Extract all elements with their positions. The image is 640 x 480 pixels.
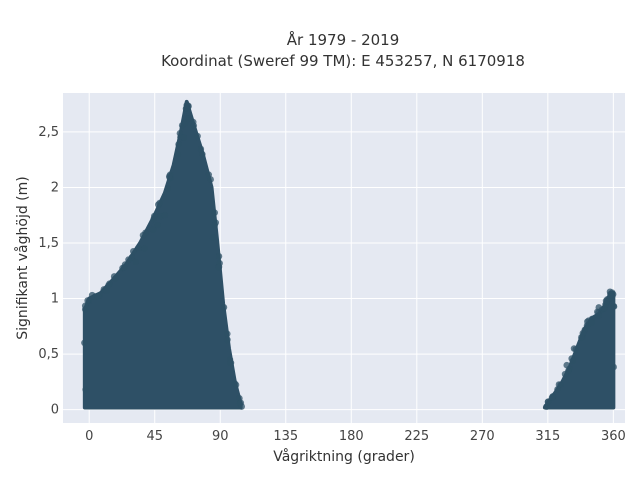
data-point: [154, 221, 161, 229]
x-tick-label: 360: [601, 429, 626, 444]
grid-lines: [63, 93, 625, 423]
data-point: [149, 226, 157, 233]
data-point: [151, 212, 158, 220]
y-tick-label: 2: [51, 180, 59, 195]
data-point: [174, 150, 182, 158]
data-point: [94, 293, 102, 300]
data-point: [610, 363, 617, 371]
data-point: [129, 247, 137, 255]
data-point: [164, 185, 172, 192]
data-point: [175, 141, 182, 148]
data-point: [183, 101, 191, 109]
x-tick-label: 225: [404, 429, 429, 444]
x-tick-label: 0: [85, 429, 93, 444]
data-point: [563, 361, 571, 369]
data-point: [227, 359, 234, 367]
data-point: [184, 115, 192, 122]
data-point: [161, 211, 169, 219]
data-point: [194, 132, 201, 140]
data-point: [165, 173, 173, 180]
data-point: [610, 302, 617, 310]
y-axis-title: Signifikant våghöjd (m): [14, 176, 31, 339]
data-point: [237, 399, 245, 407]
data-point: [215, 252, 223, 260]
y-tick-label: 0,5: [38, 347, 59, 362]
x-axis-title: Vågriktning (grader): [273, 448, 415, 465]
data-point: [211, 221, 218, 229]
data-point: [561, 370, 569, 378]
data-point: [84, 297, 91, 304]
data-point: [588, 319, 595, 327]
data-point: [215, 264, 223, 271]
data-point: [135, 244, 142, 252]
data-point: [595, 304, 603, 311]
data-point: [578, 334, 585, 341]
x-tick-label: 90: [212, 429, 229, 444]
data-point: [555, 381, 563, 388]
x-tick-label: 135: [273, 429, 298, 444]
y-tick-label: 2,5: [38, 125, 59, 140]
y-tick-label: 0: [51, 403, 59, 418]
data-point: [132, 258, 140, 266]
x-tick-label: 180: [339, 429, 364, 444]
chart-title-line-2: Koordinat (Sweref 99 TM): E 453257, N 61…: [161, 52, 525, 70]
data-point: [120, 264, 128, 271]
data-point: [156, 199, 163, 207]
data-point: [232, 381, 240, 389]
data-point: [220, 304, 228, 311]
x-tick-label: 45: [146, 429, 163, 444]
x-axis-ticks: 0 45 90 135 180 225 270 315 360: [85, 429, 626, 444]
y-tick-label: 1: [51, 292, 59, 307]
data-point: [569, 357, 577, 365]
data-point: [570, 345, 578, 352]
data-point: [211, 209, 218, 217]
data-point: [139, 231, 147, 239]
data-point: [198, 150, 206, 158]
data-point: [605, 295, 613, 302]
data-point: [112, 275, 119, 282]
data-point: [141, 245, 148, 252]
data-point: [82, 386, 89, 393]
data-point: [81, 302, 89, 310]
y-tick-label: 1,5: [38, 236, 59, 251]
data-point: [197, 145, 205, 153]
data-point: [209, 234, 217, 241]
data-point: [544, 398, 552, 406]
data-point: [125, 256, 132, 263]
data-point: [180, 134, 188, 141]
y-axis-ticks: 0 0,5 1 1,5 2 2,5: [38, 125, 59, 418]
data-points: [81, 99, 618, 410]
data-point: [81, 339, 88, 347]
data-point: [88, 291, 96, 299]
x-tick-label: 270: [470, 429, 495, 444]
x-tick-label: 315: [535, 429, 560, 444]
data-point: [548, 394, 556, 401]
data-point: [103, 287, 110, 295]
chart-title-line-1: År 1979 - 2019: [287, 30, 400, 49]
data-point: [105, 282, 112, 289]
data-point: [190, 122, 198, 129]
data-point: [223, 330, 231, 338]
data-point: [224, 336, 231, 344]
data-point: [205, 171, 213, 178]
